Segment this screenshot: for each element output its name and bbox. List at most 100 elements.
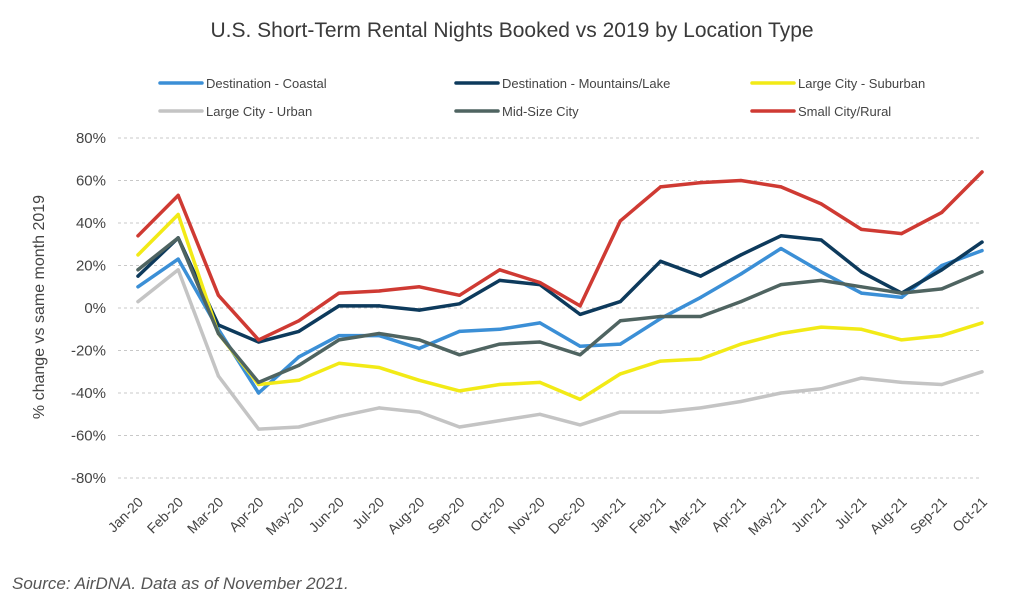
series-4 — [136, 236, 984, 385]
data-point — [699, 357, 703, 361]
data-point — [297, 425, 301, 429]
legend-item: Mid-Size City — [454, 104, 579, 119]
data-point — [980, 240, 984, 244]
data-point — [337, 361, 341, 365]
series-line — [136, 170, 984, 342]
x-tick-label: Jan-21 — [587, 494, 629, 536]
data-point — [940, 210, 944, 214]
data-point — [337, 304, 341, 308]
series-line — [136, 212, 984, 402]
x-tick-label: Jul-21 — [831, 494, 869, 532]
data-point — [498, 342, 502, 346]
data-point — [377, 406, 381, 410]
y-tick-label: -20% — [71, 343, 106, 360]
data-point — [377, 365, 381, 370]
data-point — [176, 268, 180, 272]
series-line — [136, 246, 984, 395]
data-point — [417, 285, 421, 289]
data-point — [498, 382, 502, 387]
data-point — [297, 363, 301, 367]
data-point — [136, 268, 140, 272]
x-tick-label: Oct-21 — [949, 494, 990, 535]
data-point — [457, 293, 462, 297]
data-point — [819, 238, 823, 242]
data-point — [578, 344, 582, 348]
data-point — [940, 382, 944, 387]
data-point — [417, 378, 421, 382]
data-point — [618, 319, 622, 323]
data-point — [859, 291, 864, 295]
data-point — [940, 268, 944, 272]
data-point — [739, 253, 743, 257]
data-point — [377, 289, 381, 293]
data-point — [257, 391, 261, 395]
data-point — [578, 304, 582, 308]
data-point — [819, 325, 823, 329]
data-point — [538, 412, 542, 416]
data-point — [739, 272, 743, 276]
data-point — [337, 414, 341, 418]
data-point — [136, 253, 140, 257]
data-point — [779, 391, 783, 395]
legend: Destination - Coastal Destination - Mount… — [158, 76, 925, 119]
data-point — [297, 355, 301, 359]
legend-label: Destination - Mountains/Lake — [502, 76, 670, 91]
series-5 — [136, 170, 984, 342]
series-2 — [136, 212, 984, 402]
y-tick-label: 0% — [84, 300, 106, 317]
x-tick-label: Apr-20 — [226, 494, 267, 535]
y-tick-label: -60% — [71, 428, 106, 445]
series-line — [136, 268, 984, 431]
data-point — [618, 410, 622, 414]
y-axis-title: % change vs same month 2019 — [31, 195, 48, 419]
data-point — [699, 181, 703, 185]
data-point — [739, 342, 743, 346]
x-tick-label: Feb-20 — [144, 494, 187, 537]
data-point — [216, 331, 220, 336]
y-axis-ticks: 80% 60% 40% 20% 0% -20% -40% -60% -80% — [71, 130, 106, 487]
legend-label: Large City - Suburban — [798, 76, 925, 91]
data-point — [538, 321, 542, 325]
data-point — [297, 319, 301, 323]
data-point — [779, 185, 783, 189]
data-point — [498, 268, 502, 272]
data-point — [457, 425, 462, 429]
data-point — [257, 338, 261, 342]
x-tick-label: Aug-20 — [384, 494, 427, 537]
data-point — [980, 249, 984, 253]
data-point — [377, 304, 381, 308]
data-point — [819, 278, 823, 282]
x-tick-label: Jan-20 — [105, 494, 147, 536]
x-tick-label: Nov-20 — [505, 494, 548, 537]
data-point — [337, 291, 341, 295]
data-point — [859, 270, 864, 274]
legend-item: Destination - Mountains/Lake — [454, 76, 670, 91]
series-1 — [136, 234, 984, 344]
data-point — [658, 259, 663, 263]
x-tick-label: Aug-21 — [866, 494, 909, 537]
data-point — [980, 170, 984, 174]
data-point — [257, 380, 261, 384]
data-point — [658, 314, 663, 319]
data-point — [136, 274, 140, 278]
data-point — [739, 178, 743, 183]
data-point — [578, 312, 582, 316]
data-point — [699, 295, 703, 299]
data-point — [819, 270, 823, 274]
legend-label: Mid-Size City — [502, 104, 579, 119]
data-point — [538, 340, 542, 344]
y-tick-label: 20% — [76, 258, 106, 275]
data-point — [779, 234, 783, 238]
data-point — [980, 321, 984, 325]
data-point — [900, 338, 904, 342]
data-point — [859, 285, 864, 289]
data-point — [377, 331, 381, 336]
x-tick-label: Dec-20 — [545, 494, 588, 537]
data-point — [297, 329, 301, 333]
data-point — [900, 380, 904, 384]
data-point — [618, 342, 622, 346]
data-point — [618, 300, 622, 304]
legend-label: Large City - Urban — [206, 104, 312, 119]
data-point — [417, 308, 421, 312]
